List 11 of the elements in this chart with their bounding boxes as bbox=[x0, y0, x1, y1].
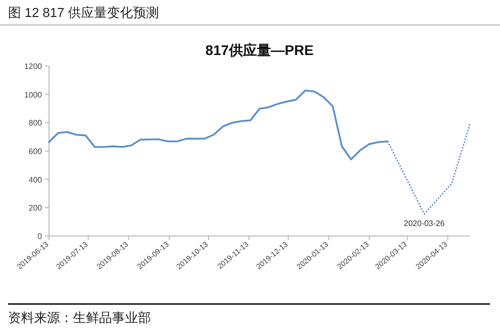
y-tick-label: 400 bbox=[28, 175, 43, 184]
y-tick-label: 800 bbox=[28, 118, 43, 128]
y-tick-label: 1000 bbox=[24, 90, 43, 100]
y-tick-label: 1200 bbox=[24, 62, 43, 71]
y-tick-label: 0 bbox=[38, 232, 43, 241]
y-tick-label: 200 bbox=[28, 204, 43, 213]
text: 资料来源：生鲜品事业部 bbox=[8, 310, 151, 325]
y-tick-label: 600 bbox=[28, 147, 43, 156]
annotation: 2020-03-26 bbox=[404, 219, 446, 228]
subtitle: 817供应量—PRE bbox=[205, 42, 314, 58]
title: 图 12 817 供应量变化预测 bbox=[8, 5, 159, 20]
